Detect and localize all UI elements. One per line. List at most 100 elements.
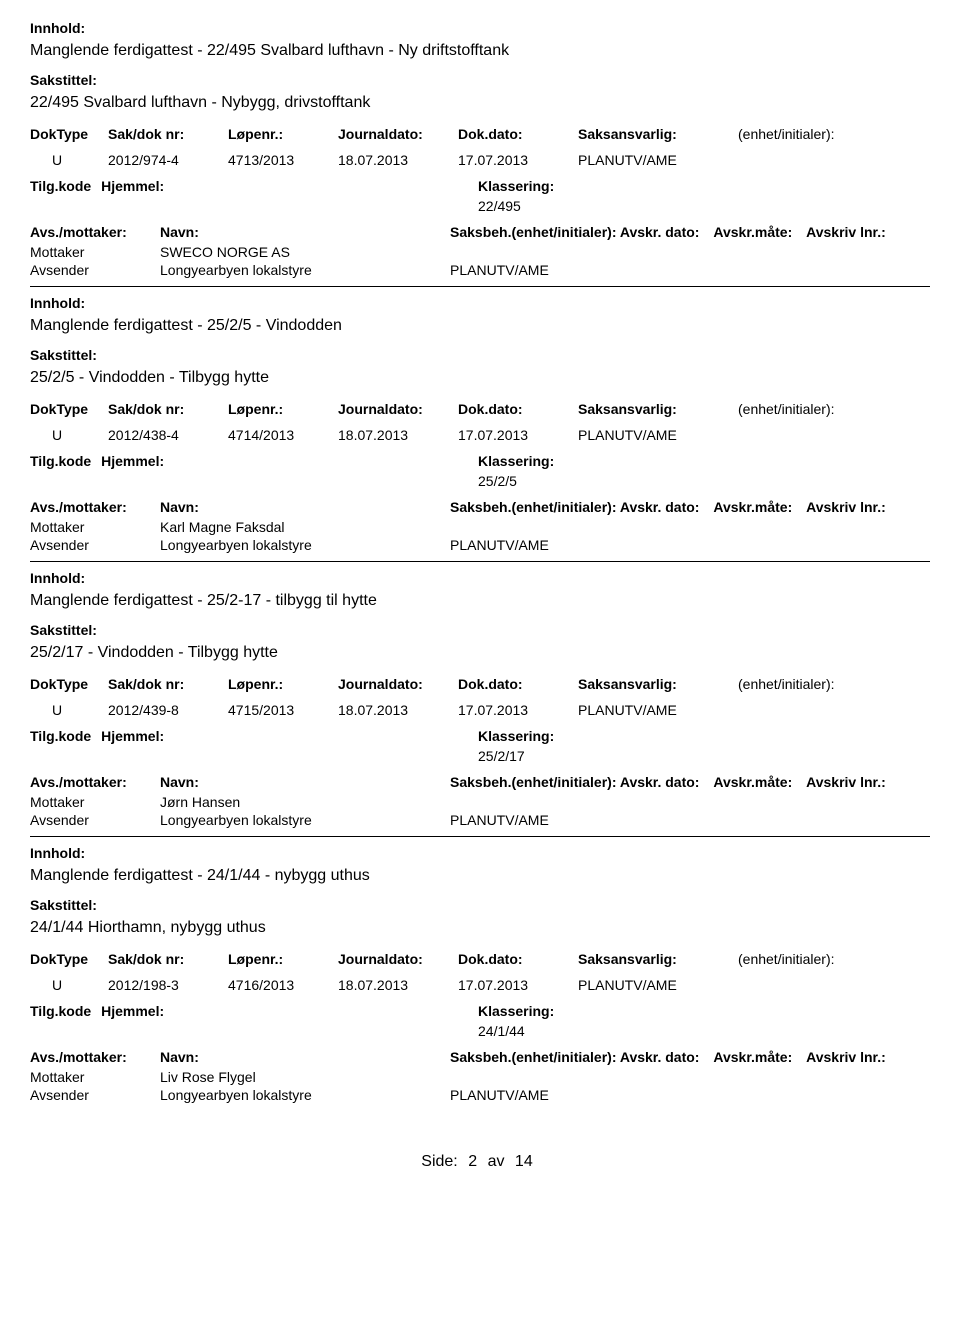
journaldato-header: Journaldato:	[338, 676, 458, 692]
navn-header: Navn:	[160, 1049, 450, 1065]
dokdato-value: 17.07.2013	[458, 977, 578, 993]
tilg-left: Tilg.kode Hjemmel:	[30, 728, 478, 764]
avsender-row: Avsender Longyearbyen lokalstyre PLANUTV…	[30, 537, 930, 553]
hjemmel-label: Hjemmel:	[101, 1003, 164, 1019]
enhet-value	[738, 152, 888, 168]
avsender-row: Avsender Longyearbyen lokalstyre PLANUTV…	[30, 1087, 930, 1103]
dokdato-header: Dok.dato:	[458, 951, 578, 967]
saksansvarlig-value: PLANUTV/AME	[578, 702, 738, 718]
page-sep: av	[488, 1153, 505, 1170]
party-header-row: Avs./mottaker: Navn: Saksbeh.(enhet/init…	[30, 1049, 930, 1065]
sakstittel-label: Sakstittel:	[30, 897, 930, 913]
saksansvarlig-header: Saksansvarlig:	[578, 401, 738, 417]
sakdoknr-value: 2012/974-4	[108, 152, 228, 168]
doktype-header: DokType	[30, 676, 108, 692]
mottaker-dept	[450, 244, 930, 260]
klassering-label: Klassering:	[478, 178, 930, 194]
saksansvarlig-header: Saksansvarlig:	[578, 951, 738, 967]
saksansvarlig-header: Saksansvarlig:	[578, 676, 738, 692]
tilg-klass-row: Tilg.kode Hjemmel: Klassering: 25/2/5	[30, 453, 930, 489]
enhet-header: (enhet/initialer):	[738, 951, 888, 967]
doktype-value: U	[30, 427, 108, 443]
enhet-header: (enhet/initialer):	[738, 676, 888, 692]
hjemmel-label: Hjemmel:	[101, 178, 164, 194]
avskrivlnr-label: Avskriv lnr.:	[806, 499, 886, 515]
avsender-role: Avsender	[30, 812, 160, 828]
innhold-label: Innhold:	[30, 570, 930, 586]
meta-header-row: DokType Sak/dok nr: Løpenr.: Journaldato…	[30, 126, 930, 142]
klassering-value: 24/1/44	[478, 1023, 930, 1039]
journal-record: Innhold: Manglende ferdigattest - 25/2/5…	[30, 286, 930, 553]
mottaker-role: Mottaker	[30, 1069, 160, 1085]
avsender-name: Longyearbyen lokalstyre	[160, 812, 450, 828]
saksbeh-header: Saksbeh.(enhet/initialer): Avskr. dato: …	[450, 1049, 930, 1065]
klassering-label: Klassering:	[478, 453, 930, 469]
enhet-header: (enhet/initialer):	[738, 126, 888, 142]
mottaker-row: Mottaker SWECO NORGE AS	[30, 244, 930, 260]
sakstittel-text: 25/2/5 - Vindodden - Tilbygg hytte	[30, 369, 930, 387]
avsender-role: Avsender	[30, 537, 160, 553]
saksbeh-header: Saksbeh.(enhet/initialer): Avskr. dato: …	[450, 224, 930, 240]
mottaker-row: Mottaker Liv Rose Flygel	[30, 1069, 930, 1085]
lopenr-header: Løpenr.:	[228, 676, 338, 692]
avsmottaker-header: Avs./mottaker:	[30, 224, 160, 240]
doktype-header: DokType	[30, 951, 108, 967]
journal-record: Innhold: Manglende ferdigattest - 25/2-1…	[30, 561, 930, 828]
saksansvarlig-value: PLANUTV/AME	[578, 152, 738, 168]
avskrmate-label: Avskr.måte:	[713, 499, 792, 515]
avsender-role: Avsender	[30, 1087, 160, 1103]
journaldato-value: 18.07.2013	[338, 977, 458, 993]
mottaker-role: Mottaker	[30, 244, 160, 260]
avskrmate-label: Avskr.måte:	[713, 1049, 792, 1065]
mottaker-dept	[450, 794, 930, 810]
mottaker-dept	[450, 519, 930, 535]
klassering-label: Klassering:	[478, 728, 930, 744]
dokdato-value: 17.07.2013	[458, 427, 578, 443]
party-header-row: Avs./mottaker: Navn: Saksbeh.(enhet/init…	[30, 499, 930, 515]
innhold-label: Innhold:	[30, 845, 930, 861]
dokdato-header: Dok.dato:	[458, 401, 578, 417]
mottaker-dept	[450, 1069, 930, 1085]
innhold-label: Innhold:	[30, 20, 930, 36]
navn-header: Navn:	[160, 224, 450, 240]
klassering-value: 25/2/5	[478, 473, 930, 489]
sakstittel-label: Sakstittel:	[30, 72, 930, 88]
document-root: Innhold: Manglende ferdigattest - 22/495…	[30, 20, 930, 1171]
dokdato-value: 17.07.2013	[458, 702, 578, 718]
dokdato-value: 17.07.2013	[458, 152, 578, 168]
mottaker-name: Jørn Hansen	[160, 794, 450, 810]
party-header-row: Avs./mottaker: Navn: Saksbeh.(enhet/init…	[30, 224, 930, 240]
sakstittel-text: 25/2/17 - Vindodden - Tilbygg hytte	[30, 644, 930, 662]
klassering-value: 25/2/17	[478, 748, 930, 764]
saksansvarlig-header: Saksansvarlig:	[578, 126, 738, 142]
meta-header-row: DokType Sak/dok nr: Løpenr.: Journaldato…	[30, 401, 930, 417]
hjemmel-label: Hjemmel:	[101, 728, 164, 744]
journal-record: Innhold: Manglende ferdigattest - 24/1/4…	[30, 836, 930, 1103]
doktype-value: U	[30, 702, 108, 718]
mottaker-name: Liv Rose Flygel	[160, 1069, 450, 1085]
journal-record: Innhold: Manglende ferdigattest - 22/495…	[30, 20, 930, 278]
page-total: 14	[515, 1153, 533, 1170]
journaldato-value: 18.07.2013	[338, 152, 458, 168]
enhet-value	[738, 702, 888, 718]
sakstittel-label: Sakstittel:	[30, 622, 930, 638]
party-header-row: Avs./mottaker: Navn: Saksbeh.(enhet/init…	[30, 774, 930, 790]
mottaker-row: Mottaker Karl Magne Faksdal	[30, 519, 930, 535]
enhet-value	[738, 427, 888, 443]
tilg-right: Klassering: 22/495	[478, 178, 930, 214]
saksbeh-header: Saksbeh.(enhet/initialer): Avskr. dato: …	[450, 499, 930, 515]
tilgkode-label: Tilg.kode	[30, 1003, 91, 1019]
avsender-row: Avsender Longyearbyen lokalstyre PLANUTV…	[30, 262, 930, 278]
klassering-label: Klassering:	[478, 1003, 930, 1019]
enhet-header: (enhet/initialer):	[738, 401, 888, 417]
avsender-dept: PLANUTV/AME	[450, 812, 930, 828]
lopenr-value: 4714/2013	[228, 427, 338, 443]
tilg-right: Klassering: 25/2/17	[478, 728, 930, 764]
avsmottaker-header: Avs./mottaker:	[30, 1049, 160, 1065]
saksbeh-full-label: Saksbeh.(enhet/initialer): Avskr. dato:	[450, 224, 699, 240]
avsender-name: Longyearbyen lokalstyre	[160, 537, 450, 553]
doktype-header: DokType	[30, 126, 108, 142]
tilg-klass-row: Tilg.kode Hjemmel: Klassering: 25/2/17	[30, 728, 930, 764]
sakdoknr-value: 2012/439-8	[108, 702, 228, 718]
saksbeh-full-label: Saksbeh.(enhet/initialer): Avskr. dato:	[450, 499, 699, 515]
